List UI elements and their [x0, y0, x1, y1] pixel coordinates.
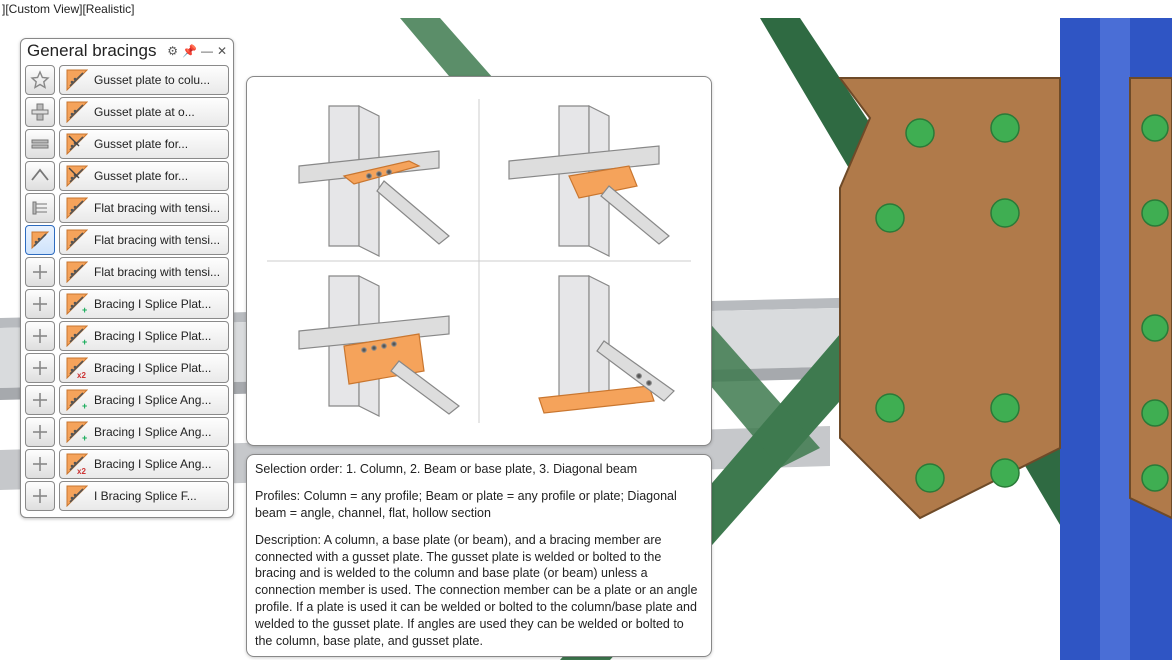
bracing-item[interactable]: + Bracing I Splice Plat...	[59, 321, 229, 351]
pin-icon[interactable]: 📌	[182, 44, 197, 58]
bracing-item[interactable]: Flat bracing with tensi...	[59, 257, 229, 287]
item-list: Gusset plate to colu... Gusset plate at o…	[59, 65, 229, 511]
gear-icon[interactable]: ⚙	[167, 44, 178, 58]
panel-header[interactable]: General bracings ⚙ 📌 — ✕	[21, 39, 233, 63]
item-label: Bracing I Splice Plat...	[94, 297, 222, 311]
bracing-item[interactable]: + Bracing I Splice Ang...	[59, 417, 229, 447]
bracing-item[interactable]: I Bracing Splice F...	[59, 481, 229, 511]
view-mode-bar: ][Custom View][Realistic]	[0, 0, 135, 18]
item-label: Flat bracing with tensi...	[94, 233, 222, 247]
profiles-text: Profiles: Column = any profile; Beam or …	[255, 488, 703, 522]
bracing-item[interactable]: + Bracing I Splice Plat...	[59, 289, 229, 319]
bracing-item[interactable]: Gusset plate for...	[59, 161, 229, 191]
category-misc1[interactable]	[25, 257, 55, 287]
category-misc2[interactable]	[25, 289, 55, 319]
bracing-item[interactable]: x2 Bracing I Splice Ang...	[59, 449, 229, 479]
category-misc8[interactable]	[25, 481, 55, 511]
bracing-item[interactable]: Flat bracing with tensi...	[59, 225, 229, 255]
minimize-icon[interactable]: —	[201, 44, 213, 58]
description-panel: Selection order: 1. Column, 2. Beam or b…	[246, 454, 712, 657]
item-label: Gusset plate to colu...	[94, 73, 222, 87]
selection-order: Selection order: 1. Column, 2. Beam or b…	[255, 461, 703, 478]
category-columns[interactable]	[25, 97, 55, 127]
item-label: Flat bracing with tensi...	[94, 265, 222, 279]
item-label: Gusset plate at o...	[94, 105, 222, 119]
close-icon[interactable]: ✕	[217, 44, 227, 58]
panel-title: General bracings	[27, 41, 163, 61]
item-label: Bracing I Splice Ang...	[94, 425, 222, 439]
svg-text:+: +	[82, 401, 87, 411]
category-favorites[interactable]	[25, 65, 55, 95]
svg-text:+: +	[82, 337, 87, 347]
category-misc6[interactable]	[25, 417, 55, 447]
item-label: I Bracing Splice F...	[94, 489, 222, 503]
bracing-item[interactable]: Gusset plate for...	[59, 129, 229, 159]
category-beams[interactable]	[25, 129, 55, 159]
item-label: Bracing I Splice Ang...	[94, 457, 222, 471]
category-column	[25, 65, 55, 511]
bracing-item[interactable]: Gusset plate at o...	[59, 97, 229, 127]
item-label: Flat bracing with tensi...	[94, 201, 222, 215]
category-misc3[interactable]	[25, 321, 55, 351]
item-label: Gusset plate for...	[94, 137, 222, 151]
category-misc5[interactable]	[25, 385, 55, 415]
svg-text:+: +	[82, 305, 87, 315]
item-label: Bracing I Splice Ang...	[94, 393, 222, 407]
viewport-3d[interactable]: General bracings ⚙ 📌 — ✕ Gusset plate to…	[0, 18, 1172, 660]
bracing-item[interactable]: + Bracing I Splice Ang...	[59, 385, 229, 415]
category-bracings[interactable]	[25, 225, 55, 255]
item-label: Bracing I Splice Plat...	[94, 329, 222, 343]
item-label: Gusset plate for...	[94, 169, 222, 183]
svg-text:+: +	[82, 433, 87, 443]
bracing-item[interactable]: Flat bracing with tensi...	[59, 193, 229, 223]
bracing-item[interactable]: x2 Bracing I Splice Plat...	[59, 353, 229, 383]
bracings-panel: General bracings ⚙ 📌 — ✕ Gusset plate to…	[20, 38, 234, 518]
category-roof[interactable]	[25, 161, 55, 191]
category-plates[interactable]	[25, 193, 55, 223]
svg-text:x2: x2	[77, 467, 86, 475]
description-text: Description: A column, a base plate (or …	[255, 532, 703, 650]
svg-text:x2: x2	[77, 371, 86, 379]
category-misc7[interactable]	[25, 449, 55, 479]
item-label: Bracing I Splice Plat...	[94, 361, 222, 375]
category-misc4[interactable]	[25, 353, 55, 383]
bracing-item[interactable]: Gusset plate to colu...	[59, 65, 229, 95]
preview-panel	[246, 76, 712, 446]
